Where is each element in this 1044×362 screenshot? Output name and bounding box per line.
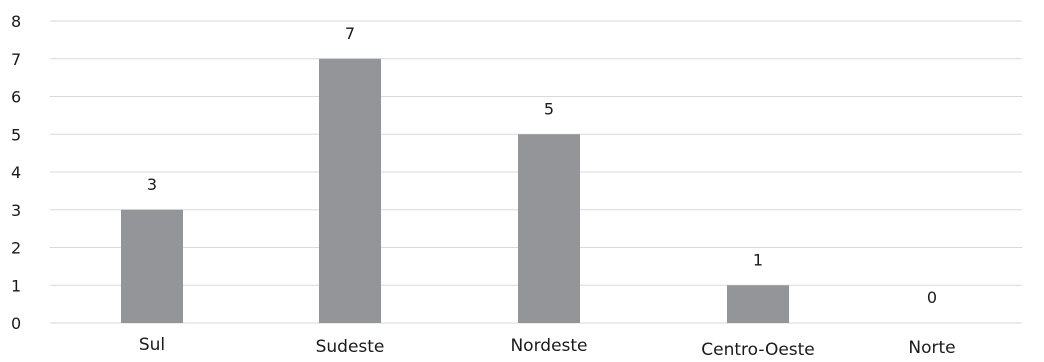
category-label: Norte — [908, 338, 955, 358]
y-tick-label: 4 — [11, 163, 21, 182]
bar-nordeste — [518, 134, 580, 323]
y-tick-label: 6 — [11, 88, 21, 107]
bar-sul — [121, 209, 183, 323]
data-label: 0 — [927, 288, 937, 307]
data-labels: 3 7 5 1 0 — [147, 24, 937, 307]
data-label: 5 — [544, 99, 554, 118]
data-label: 1 — [753, 250, 763, 269]
y-tick-label: 8 — [11, 12, 21, 31]
y-tick-label: 0 — [11, 314, 21, 333]
y-tick-label: 5 — [11, 125, 21, 144]
y-axis-tick-labels: 0 1 2 3 4 5 6 7 8 — [11, 12, 21, 333]
bar-sudeste — [319, 58, 381, 323]
bars — [121, 58, 789, 323]
data-label: 3 — [147, 175, 157, 194]
data-label: 7 — [345, 24, 355, 43]
category-label: Nordeste — [510, 336, 587, 356]
category-label: Centro-Oeste — [701, 340, 815, 360]
category-label: Sul — [139, 335, 165, 355]
y-tick-label: 3 — [11, 201, 21, 220]
bar-centro-oeste — [727, 285, 789, 323]
y-tick-label: 7 — [11, 50, 21, 69]
category-label: Sudeste — [316, 337, 385, 357]
y-tick-label: 2 — [11, 239, 21, 258]
category-labels: Sul Sudeste Nordeste Centro-Oeste Norte — [139, 335, 956, 360]
y-tick-label: 1 — [11, 276, 21, 295]
